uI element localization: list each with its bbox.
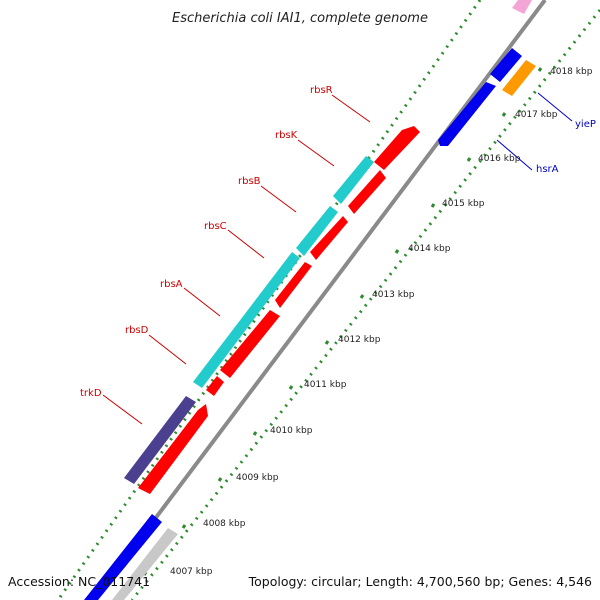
forward-genes <box>138 126 420 494</box>
genome-backbone <box>92 0 547 600</box>
inner-tick-track <box>130 9 600 600</box>
blue-label-connectors <box>496 92 573 171</box>
label-rbsB: rbsB <box>238 176 261 187</box>
gene-hsrA[interactable] <box>438 82 496 146</box>
topology-text: Topology: circular; Length: 4,700,560 bp… <box>248 574 592 589</box>
label-hsrA: hsrA <box>536 164 559 175</box>
gene-bottom-blue[interactable] <box>84 514 162 600</box>
label-rbsK: rbsK <box>275 130 298 141</box>
kbp-label-4007: 4007 kbp <box>170 567 213 577</box>
label-rbsA: rbsA <box>160 279 183 290</box>
kbp-label-4017: 4017 kbp <box>515 110 558 120</box>
accession-text: Accession: NC_011741 <box>8 574 150 589</box>
kbp-label-4009: 4009 kbp <box>236 473 279 483</box>
kbp-label-4015: 4015 kbp <box>442 199 485 209</box>
label-trkD: trkD <box>80 388 102 399</box>
gene-bottom-grey[interactable] <box>112 528 178 600</box>
genome-title: Escherichia coli IAI1, complete genome <box>172 11 428 26</box>
kbp-label-4016: 4016 kbp <box>478 154 521 164</box>
label-yieP: yieP <box>575 119 596 130</box>
gene-rbsR[interactable] <box>374 126 420 170</box>
label-rbsC: rbsC <box>204 221 227 232</box>
bottom-genes <box>84 514 178 600</box>
gene-rbsA[interactable] <box>220 310 280 378</box>
gene-yieP-blue[interactable] <box>490 48 522 82</box>
kbp-label-4013: 4013 kbp <box>372 290 415 300</box>
gene-rbsK[interactable] <box>348 170 386 214</box>
red-label-connectors <box>102 94 371 425</box>
gene-trkD[interactable] <box>124 396 196 484</box>
gene-rbsD[interactable] <box>206 376 224 396</box>
kbp-label-4012: 4012 kbp <box>338 335 381 345</box>
kbp-label-4014: 4014 kbp <box>408 244 451 254</box>
outer-tick-track <box>56 0 482 600</box>
kbp-label-4011: 4011 kbp <box>304 380 347 390</box>
gene-rbsK-cyan[interactable] <box>333 156 374 204</box>
reverse-genes <box>438 0 536 146</box>
gene-rbsC-cyan[interactable] <box>193 252 300 388</box>
cyan-genes <box>193 156 374 388</box>
kbp-label-4010: 4010 kbp <box>270 426 313 436</box>
label-rbsR: rbsR <box>310 85 333 96</box>
label-rbsD: rbsD <box>125 325 149 336</box>
gene-rbsC[interactable] <box>275 262 312 308</box>
gene-yieP[interactable] <box>502 60 536 96</box>
gene-labels: rbsR rbsK rbsB rbsC rbsA rbsD trkD yieP … <box>80 85 596 399</box>
kbp-labels: 4007 kbp 4008 kbp 4009 kbp 4010 kbp 4011… <box>170 67 593 577</box>
gene-top-pink[interactable] <box>512 0 532 14</box>
gene-rbsB[interactable] <box>310 216 348 260</box>
kbp-ticks <box>142 67 543 576</box>
kbp-label-4008: 4008 kbp <box>203 519 246 529</box>
gene-trkD-fwd[interactable] <box>138 404 208 494</box>
kbp-label-4018: 4018 kbp <box>550 67 593 77</box>
gene-rbsB-cyan[interactable] <box>296 206 338 256</box>
